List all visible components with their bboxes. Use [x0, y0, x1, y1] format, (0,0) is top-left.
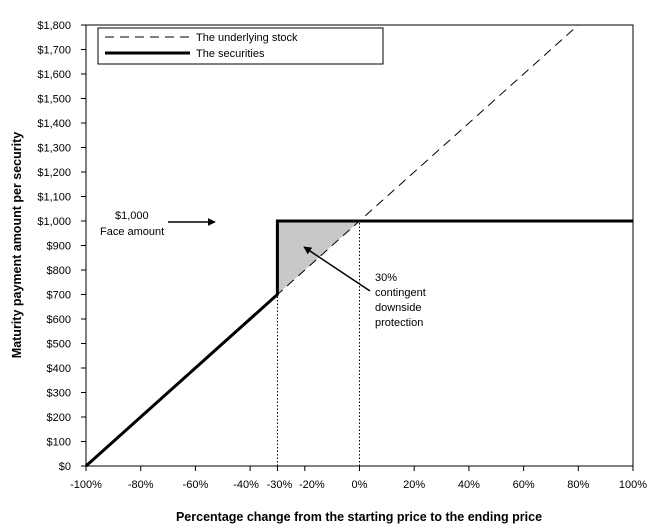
- x-tick-label: 100%: [619, 479, 647, 491]
- y-tick-label: $1,100: [37, 192, 71, 204]
- x-tick-label: -60%: [183, 479, 209, 491]
- x-tick-label: 20%: [403, 479, 425, 491]
- y-tick-label: $1,000: [37, 216, 71, 228]
- protection-line-3: downside: [375, 302, 421, 314]
- x-tick-label: -20%: [299, 479, 325, 491]
- face-amount-label: Face amount: [100, 226, 164, 238]
- protection-line-1: 30%: [375, 272, 397, 284]
- y-tick-label: $1,500: [37, 94, 71, 106]
- y-tick-label: $0: [59, 461, 71, 473]
- face-amount-value: $1,000: [115, 210, 149, 222]
- protection-annotation: 30% contingent downside protection: [303, 246, 426, 329]
- contingent-protection-shading: [277, 221, 360, 295]
- y-tick-label: $600: [47, 314, 71, 326]
- x-tick-label: 0%: [352, 479, 368, 491]
- x-tick-label: 80%: [567, 479, 589, 491]
- series-line-securities: [84, 219, 633, 468]
- y-tick-label: $500: [47, 339, 71, 351]
- face-amount-annotation: $1,000 Face amount: [100, 210, 216, 238]
- x-tick-label: -40%: [233, 479, 259, 491]
- y-tick-label: $400: [47, 363, 71, 375]
- reference-lines: [276, 221, 360, 466]
- y-tick-label: $1,200: [37, 167, 71, 179]
- legend-label-underlying-stock: The underlying stock: [196, 32, 298, 44]
- y-tick-label: $800: [47, 265, 71, 277]
- protection-arrow: [303, 246, 371, 292]
- legend-label-securities: The securities: [196, 48, 265, 60]
- y-axis-ticks: $0 $100 $200 $300 $400 $500 $600 $700 $800 $900 $1…: [37, 20, 86, 473]
- x-tick-label: 60%: [513, 479, 535, 491]
- x-tick-label: -30%: [267, 479, 293, 491]
- y-tick-label: $900: [47, 241, 71, 253]
- y-tick-label: $1,600: [37, 69, 71, 81]
- protection-line-2: contingent: [375, 287, 426, 299]
- protection-shaded-area: [277, 221, 360, 295]
- y-axis-title: Maturity payment amount per security: [10, 132, 24, 358]
- y-tick-label: $200: [47, 412, 71, 424]
- y-tick-label: $700: [47, 290, 71, 302]
- legend-box: [97, 27, 384, 65]
- legend: The underlying stock The securities: [97, 27, 384, 65]
- x-axis-ticks: -100% -80% -60% -40% -30% -20% 0% 20% 40% 60% 80% 1…: [70, 466, 647, 491]
- x-tick-label: -100%: [70, 479, 102, 491]
- y-tick-label: $300: [47, 388, 71, 400]
- y-tick-label: $1,700: [37, 45, 71, 57]
- x-tick-label: -80%: [128, 479, 154, 491]
- series-lines: [84, 24, 633, 468]
- protection-line-4: protection: [375, 317, 423, 329]
- y-tick-label: $1,800: [37, 20, 71, 32]
- y-tick-label: $1,400: [37, 118, 71, 130]
- x-axis-title: Percentage change from the starting pric…: [176, 510, 542, 524]
- y-tick-label: $1,300: [37, 143, 71, 155]
- x-tick-label: 40%: [458, 479, 480, 491]
- y-tick-label: $100: [47, 437, 71, 449]
